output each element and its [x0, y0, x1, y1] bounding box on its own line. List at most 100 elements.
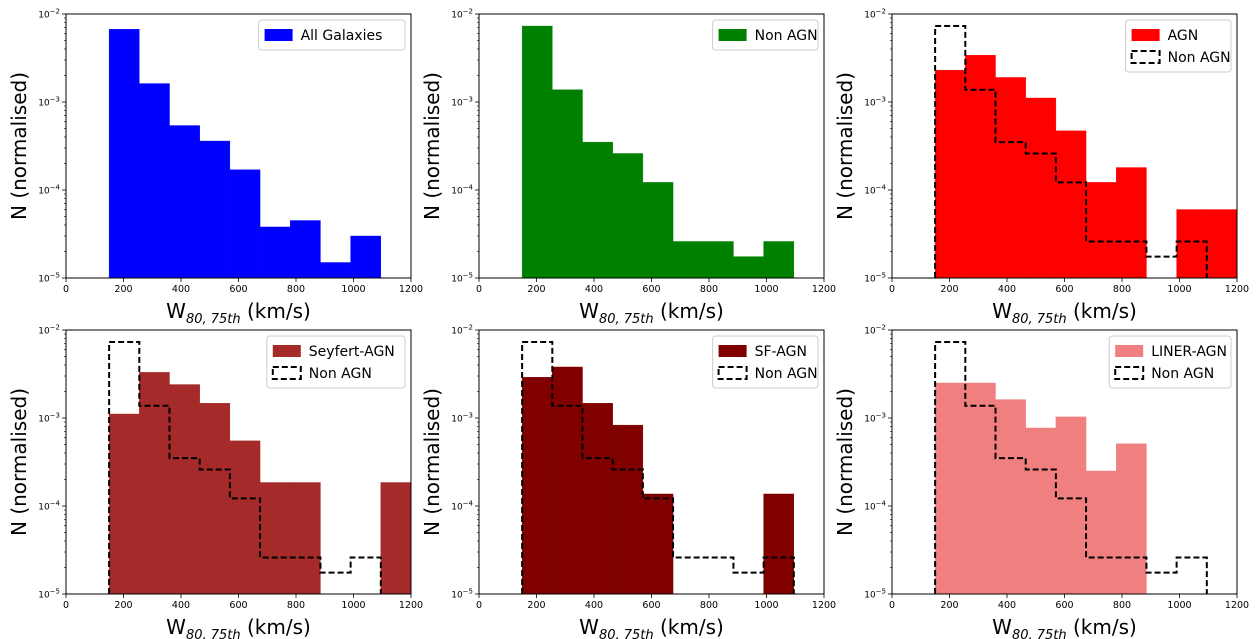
y-tick-label: 10−3 [451, 96, 473, 109]
x-tick-label: 1000 [341, 284, 365, 295]
y-tick-label: 10−2 [864, 8, 886, 21]
bar-all-galaxies-3 [169, 125, 200, 278]
panel-4: 0 200 400 600 800 1000 120010−510−410−310−2W80… [7, 324, 423, 639]
bar-agn-9 [1176, 209, 1208, 278]
y-tick-exponent: −3 [50, 412, 60, 420]
y-tick-mantissa: 10 [38, 99, 50, 109]
panel-5: 0 200 400 600 800 1000 120010−510−410−310−2W80… [420, 324, 836, 639]
x-tick-label: 600 [229, 600, 247, 611]
x-tick-label: 400 [998, 284, 1016, 295]
x-tick-label: 400 [585, 284, 603, 295]
x-axis-label: W80, 75th (km/s) [992, 615, 1137, 639]
x-tick-label: 800 [1113, 284, 1131, 295]
y-axis-label: N (normalised) [833, 72, 857, 220]
y-tick-exponent: −3 [463, 96, 473, 104]
plot-area [934, 341, 1208, 594]
bar-agn-10 [1206, 209, 1237, 278]
y-tick-label: 10−2 [38, 8, 60, 21]
legend-swatch-liner-agn [1115, 345, 1144, 357]
y-tick-mantissa: 10 [451, 591, 463, 601]
y-tick-exponent: −2 [50, 8, 60, 16]
y-tick-label: 10−2 [38, 324, 60, 337]
bar-all-galaxies-4 [199, 140, 231, 278]
x-label-symbol: W [579, 299, 599, 323]
bar-non-agn-8 [733, 256, 764, 278]
y-tick-label: 10−5 [451, 588, 473, 601]
x-label-unit: (km/s) [1067, 615, 1137, 639]
x-tick-label: 400 [172, 600, 190, 611]
x-tick-label: 1200 [399, 284, 423, 295]
step-line-non-agn [521, 341, 795, 594]
bar-non-agn-3 [582, 141, 613, 278]
x-tick-label: 1000 [341, 600, 365, 611]
bar-non-agn-4 [612, 153, 644, 278]
x-tick-label: 800 [700, 600, 718, 611]
y-tick-mantissa: 10 [38, 11, 50, 21]
x-tick-label: 1200 [812, 284, 836, 295]
legend-swatch-non-agn [1130, 50, 1161, 64]
y-tick-mantissa: 10 [38, 327, 50, 337]
legend-swatch-seyfert-agn [272, 345, 301, 357]
y-tick-label: 10−3 [864, 96, 886, 109]
y-tick-mantissa: 10 [451, 275, 463, 285]
bar-liner-agn-3 [995, 399, 1026, 594]
y-tick-label: 10−4 [451, 500, 473, 513]
y-tick-exponent: −5 [463, 588, 473, 596]
y-tick-mantissa: 10 [864, 327, 876, 337]
bar-agn-3 [995, 77, 1026, 278]
x-label-symbol: W [166, 299, 186, 323]
y-tick-exponent: −4 [876, 184, 887, 192]
y-tick-label: 10−5 [38, 272, 60, 285]
y-tick-exponent: −5 [876, 272, 886, 280]
x-tick-label: 400 [585, 600, 603, 611]
plot-area [521, 25, 795, 278]
x-axis-label: W80, 75th (km/s) [579, 299, 724, 327]
step-line-non-agn [108, 341, 382, 594]
legend-label-non-agn: Non AGN [1168, 50, 1231, 66]
y-tick-label: 10−4 [38, 184, 60, 197]
panel-6: 0 200 400 600 800 1000 120010−510−410−310−2W80… [833, 324, 1249, 639]
y-tick-mantissa: 10 [451, 11, 463, 21]
y-axis-label: N (normalised) [7, 388, 31, 536]
bar-non-agn-6 [672, 241, 704, 278]
bar-seyfert-agn-7 [290, 482, 321, 594]
x-tick-label: 1200 [812, 600, 836, 611]
x-label-subscript: 80, 75th [186, 628, 241, 639]
x-tick-label: 1000 [754, 600, 778, 611]
legend-label-seyfert-agn: Seyfert-AGN [309, 344, 395, 360]
bar-all-galaxies-5 [229, 169, 261, 278]
bar-sf-agn-1 [521, 377, 553, 594]
x-tick-label: 0 [889, 600, 895, 611]
y-tick-exponent: −4 [876, 500, 887, 508]
y-tick-label: 10−2 [451, 8, 473, 21]
panel-3: 0 200 400 600 800 1000 120010−510−410−310−2W80… [833, 8, 1249, 328]
x-label-unit: (km/s) [241, 615, 311, 639]
x-label-symbol: W [992, 299, 1012, 323]
bar-seyfert-agn-1 [108, 413, 140, 594]
bar-all-galaxies-2 [139, 83, 170, 278]
bar-non-agn-1 [521, 25, 553, 278]
x-label-subscript: 80, 75th [599, 312, 654, 327]
y-tick-label: 10−5 [864, 272, 886, 285]
y-tick-exponent: −5 [50, 272, 60, 280]
legend: LINER-AGN Non AGN [1108, 335, 1232, 389]
legend-label-non-agn: Non AGN [309, 366, 372, 382]
x-tick-label: 800 [1113, 600, 1131, 611]
y-tick-exponent: −3 [50, 96, 60, 104]
y-axis-label: N (normalised) [7, 72, 31, 220]
y-tick-mantissa: 10 [451, 327, 463, 337]
bar-agn-1 [934, 69, 966, 278]
panel-2: 0 200 400 600 800 1000 120010−510−410−310−2W80… [420, 8, 836, 328]
y-tick-exponent: −4 [463, 500, 474, 508]
legend: Non AGN [712, 19, 819, 51]
y-tick-mantissa: 10 [451, 187, 463, 197]
bar-seyfert-agn-4 [199, 403, 231, 594]
y-tick-mantissa: 10 [38, 415, 50, 425]
plot-area [108, 29, 382, 278]
y-tick-mantissa: 10 [864, 99, 876, 109]
legend: All Galaxies [258, 19, 406, 51]
bar-sf-agn-9 [763, 493, 795, 594]
y-axis-label: N (normalised) [833, 388, 857, 536]
x-tick-label: 1200 [1225, 600, 1249, 611]
y-tick-mantissa: 10 [451, 99, 463, 109]
